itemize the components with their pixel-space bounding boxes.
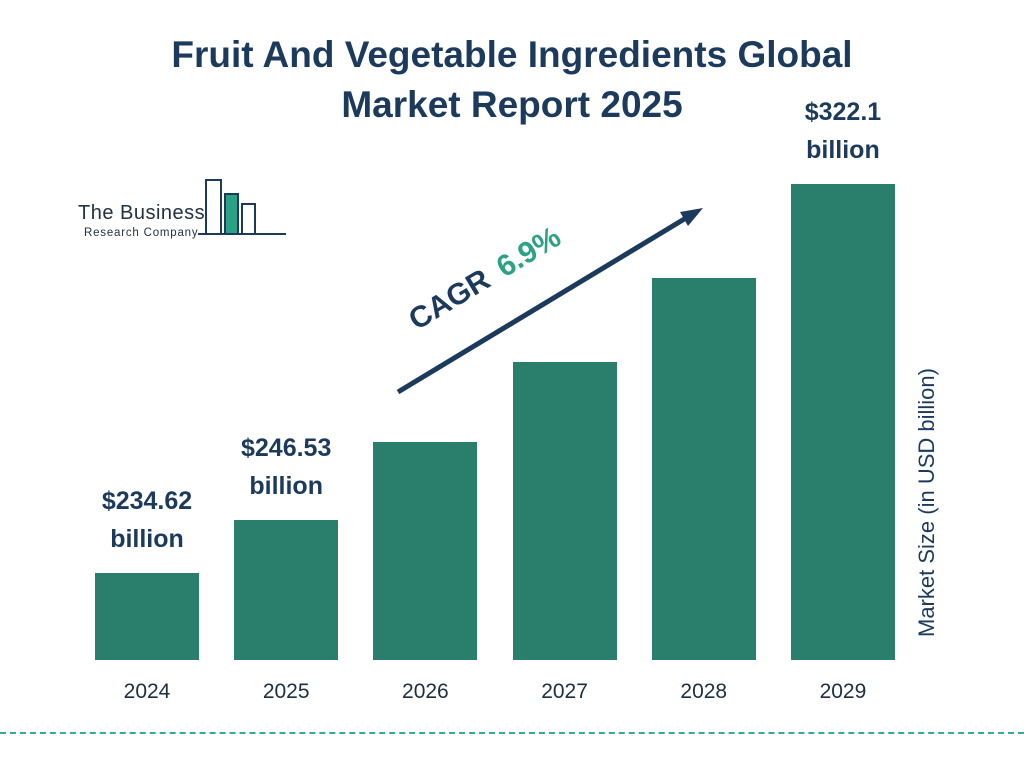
y-axis-label: Market Size (in USD billion)	[914, 368, 939, 637]
bar-chart: $234.62 billion 2024 $246.53 billion 2025 2026…	[95, 98, 895, 703]
page-title-line1: Fruit And Vegetable Ingredients Global	[171, 34, 853, 75]
x-tick-2027: 2027	[541, 680, 588, 703]
bar-column-2026: 2026	[373, 184, 478, 703]
value-label-2025: $246.53 billion	[241, 433, 332, 501]
bar-2026	[373, 442, 478, 660]
bar-2029	[790, 184, 895, 660]
bar-2028	[651, 278, 756, 660]
value-label-2024: $234.62 billion	[101, 486, 193, 554]
logo-text-line1: The Business	[78, 202, 206, 224]
x-tick-2028: 2028	[680, 680, 728, 703]
company-logo: The Business Research Company	[78, 202, 205, 239]
x-tick-2029: 2029	[819, 680, 867, 703]
bar-column-2029: $322.1 billion 2029	[790, 98, 895, 703]
x-tick-2024: 2024	[123, 680, 171, 703]
bar-2025	[234, 520, 339, 660]
page-title-line2: Market Report 2025	[341, 83, 683, 125]
bar-column-2027: 2027	[512, 184, 617, 703]
page-title: Fruit And Vegetable Ingredients Global M…	[0, 30, 1024, 130]
bottom-dashed-divider	[0, 732, 1024, 734]
logo-bar-chart-icon	[198, 179, 286, 235]
bar-column-2025: $246.53 billion 2025	[234, 184, 339, 703]
bar-column-2028: 2028	[651, 184, 756, 703]
x-tick-2026: 2026	[402, 680, 449, 703]
bar-2027	[512, 362, 617, 660]
logo-text-line2: Research Company	[84, 227, 199, 239]
x-tick-2025: 2025	[262, 680, 310, 703]
bar-2024	[95, 573, 199, 660]
value-label-2029: $322.1 billion	[804, 97, 882, 165]
bar-column-2024: $234.62 billion 2024	[95, 184, 199, 703]
